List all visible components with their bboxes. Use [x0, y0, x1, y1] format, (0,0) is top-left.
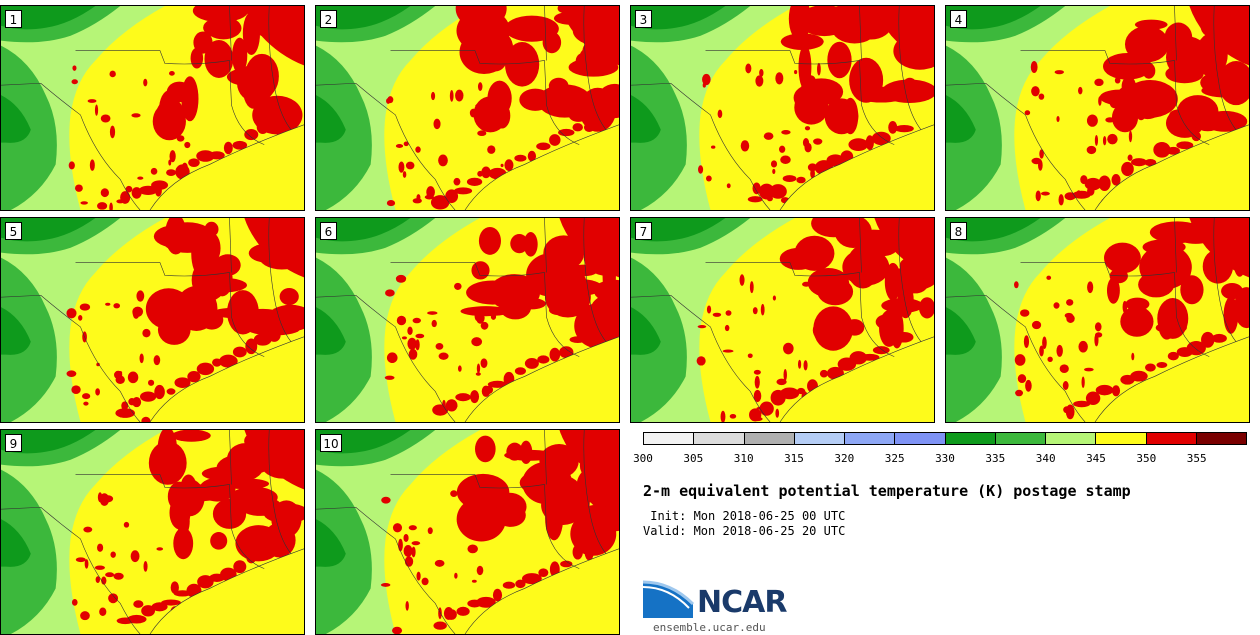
member-label: 7 — [635, 222, 652, 240]
colorbar-tick-label: 355 — [1186, 452, 1207, 465]
colorbar-swatch — [1196, 433, 1246, 444]
init-time: Init: Mon 2018-06-25 00 UTC — [643, 509, 846, 523]
member-panel-2: 2 — [315, 5, 620, 211]
theta-e-map — [316, 218, 619, 422]
member-panel-8: 8 — [945, 217, 1250, 423]
plot-title: 2-m equivalent potential temperature (K)… — [643, 482, 1131, 500]
colorbar-swatch — [1046, 433, 1097, 444]
colorbar-ticks: 300 305 310 315 320 325 330 335 340 345 350 355 — [633, 452, 1247, 466]
member-panel-9: 9 — [0, 429, 305, 635]
theta-e-map — [631, 218, 934, 422]
colorbar-tick-label: 315 — [784, 452, 804, 465]
colorbar-tick-label: 350 — [1136, 452, 1157, 465]
colorbar-swatch — [945, 433, 996, 444]
colorbar-tick-label: 345 — [1086, 452, 1106, 465]
logo-url: ensemble.ucar.edu — [653, 621, 766, 634]
theta-e-map — [316, 430, 619, 634]
member-label: 6 — [320, 222, 337, 240]
theta-e-map — [631, 6, 934, 210]
member-label: 3 — [635, 10, 652, 28]
theta-e-map — [316, 6, 619, 210]
valid-time: Valid: Mon 2018-06-25 20 UTC — [643, 524, 846, 538]
colorbar-tick-label: 320 — [834, 452, 855, 465]
colorbar-swatch — [895, 433, 946, 444]
colorbar-tick-label: 325 — [884, 452, 905, 465]
ncar-logo-icon — [643, 580, 695, 618]
member-label: 10 — [320, 434, 342, 452]
colorbar-swatch — [694, 433, 745, 444]
colorbar-tick-label: 335 — [985, 452, 1006, 465]
colorbar-swatch — [644, 433, 695, 444]
member-panel-3: 3 — [630, 5, 935, 211]
member-label: 5 — [5, 222, 22, 240]
member-panel-5: 5 — [0, 217, 305, 423]
colorbar-tick-label: 330 — [935, 452, 955, 465]
member-panel-10: 10 — [315, 429, 620, 635]
member-panel-1: 1 — [0, 5, 305, 211]
colorbar-tick-label: 305 — [683, 452, 704, 465]
member-panel-7: 7 — [630, 217, 935, 423]
theta-e-map — [1, 6, 304, 210]
colorbar-swatch — [995, 433, 1046, 444]
colorbar — [643, 432, 1247, 445]
colorbar-swatch — [1096, 433, 1147, 444]
colorbar-swatch — [794, 433, 845, 444]
member-label: 8 — [950, 222, 967, 240]
colorbar-swatch — [1146, 433, 1197, 444]
member-label: 2 — [320, 10, 337, 28]
colorbar-tick-label: 340 — [1035, 452, 1056, 465]
theta-e-map — [1, 218, 304, 422]
colorbar-swatch — [744, 433, 795, 444]
logo-wordmark: NCAR — [697, 585, 787, 620]
colorbar-swatch — [845, 433, 896, 444]
theta-e-map — [1, 430, 304, 634]
member-panel-4: 4 — [945, 5, 1250, 211]
member-label: 9 — [5, 434, 22, 452]
theta-e-map — [946, 6, 1249, 210]
member-label: 4 — [950, 10, 967, 28]
colorbar-tick-label: 310 — [733, 452, 754, 465]
theta-e-map — [946, 218, 1249, 422]
member-label: 1 — [5, 10, 22, 28]
colorbar-tick-label: 300 — [633, 452, 653, 465]
member-panel-6: 6 — [315, 217, 620, 423]
